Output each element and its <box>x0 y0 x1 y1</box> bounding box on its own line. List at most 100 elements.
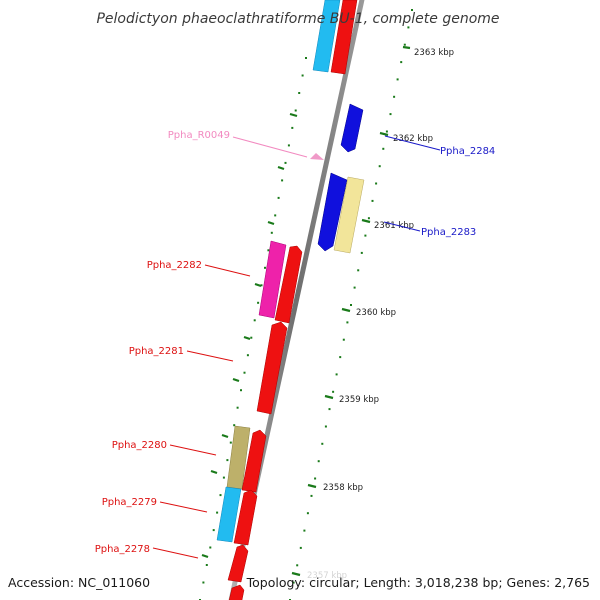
gene-feature-red[interactable] <box>233 489 258 546</box>
tick-dot <box>407 26 410 29</box>
tick-dot <box>364 234 367 237</box>
scale-label: 2361 kbp <box>374 221 414 231</box>
tick-dot <box>324 425 327 428</box>
tick-dot <box>306 512 309 515</box>
tick-dot <box>332 390 335 393</box>
scale-labels: 2363 kbp 2362 kbp 2361 kbp 2360 kbp 2359… <box>307 48 454 581</box>
gene-label-ppha-2278[interactable]: Ppha_2278 <box>95 544 150 555</box>
tick-dot <box>310 494 313 497</box>
scale-label: 2357 kbp <box>307 571 347 581</box>
tick-dot <box>375 182 378 185</box>
tick-dot <box>400 61 403 64</box>
gene-feature-ppha-2283-blue[interactable] <box>317 172 348 252</box>
tick-dot <box>253 319 256 322</box>
tick-dot <box>339 356 342 359</box>
gene-label-ppha-2279[interactable]: Ppha_2279 <box>102 497 157 508</box>
tick-dot <box>216 511 219 514</box>
tick-dot <box>301 74 304 77</box>
tick-dot <box>382 147 385 150</box>
tick-dot <box>292 581 295 584</box>
tick-dot <box>411 9 413 11</box>
tick-dot <box>222 476 225 479</box>
gene-label-ppha-r0049[interactable]: Ppha_R0049 <box>168 130 230 141</box>
tick-dot <box>305 57 307 59</box>
tick-dot <box>353 286 356 289</box>
tick-dot <box>403 43 406 46</box>
tick-dot <box>205 564 208 566</box>
gene-feature-ppha-2281[interactable] <box>256 321 288 415</box>
tick-dot <box>229 441 232 444</box>
gene-label-ppha-2281[interactable]: Ppha_2281 <box>129 346 184 357</box>
scale-label: 2360 kbp <box>356 308 396 318</box>
gene-labels[interactable]: Ppha_R0049 Ppha_2284 Ppha_2283 Ppha_2282… <box>95 130 496 555</box>
tick-dot <box>257 301 260 304</box>
tick-dot <box>396 78 399 81</box>
gene-feature-red[interactable] <box>274 245 303 324</box>
tick-dot <box>246 354 249 357</box>
gene-feature-red[interactable] <box>228 584 245 600</box>
scale-label: 2362 kbp <box>393 134 433 144</box>
gene-label-ppha-2282[interactable]: Ppha_2282 <box>147 260 202 271</box>
tick-dot <box>277 196 280 199</box>
scale-label: 2359 kbp <box>339 395 379 405</box>
label-leader-lines <box>152 135 441 559</box>
gene-label-ppha-2284[interactable]: Ppha_2284 <box>440 146 495 157</box>
gene-feature-ppha-r0049[interactable] <box>310 153 324 160</box>
gene-feature-ppha-2283[interactable] <box>333 176 365 254</box>
gene-feature-red[interactable] <box>330 0 358 75</box>
tick-dot <box>236 406 239 409</box>
tick-dot <box>209 546 212 549</box>
tick-dot <box>233 424 236 427</box>
tick-dot <box>385 130 388 133</box>
tick-dot <box>250 336 253 339</box>
tick-dot <box>243 371 246 374</box>
tick-dot <box>284 161 287 164</box>
inner-tick-marks <box>201 112 298 559</box>
tick-dot <box>226 459 229 462</box>
tick-dot <box>317 460 320 463</box>
tick-marks <box>291 45 411 577</box>
gene-label-ppha-2280[interactable]: Ppha_2280 <box>112 440 167 451</box>
tick-dot <box>342 338 345 341</box>
tick-dot <box>219 494 222 497</box>
tick-dot <box>321 442 324 445</box>
tick-dot <box>294 109 297 112</box>
tick-dot <box>202 581 205 584</box>
tick-dot <box>264 266 266 269</box>
tick-dot <box>212 529 215 532</box>
gene-feature-ppha-2282[interactable] <box>258 240 287 319</box>
gene-feature-red[interactable] <box>241 429 267 493</box>
scale-label: 2358 kbp <box>323 483 363 493</box>
tick-dot <box>371 199 374 202</box>
tick-dot <box>367 217 370 220</box>
tick-dot <box>378 165 381 168</box>
tick-dot <box>350 304 352 306</box>
tick-dot <box>299 546 302 549</box>
gene-feature-ppha-2278[interactable] <box>227 544 249 583</box>
tick-dot <box>240 389 242 392</box>
tick-dot <box>360 251 363 254</box>
tick-dot <box>281 179 284 182</box>
gene-feature-ppha-2279[interactable] <box>216 486 242 543</box>
tick-dot <box>346 321 349 324</box>
tick-dot <box>298 92 301 94</box>
tick-dot <box>260 284 263 287</box>
tick-dot <box>393 95 396 98</box>
gene-label-ppha-2283[interactable]: Ppha_2283 <box>421 227 476 238</box>
gene-feature-ppha-2284[interactable] <box>340 103 364 153</box>
gene-feature-cyan[interactable] <box>312 0 341 73</box>
tick-dot <box>267 249 270 252</box>
accession-label: Accession: NC_011060 <box>8 575 150 590</box>
gene-features[interactable] <box>216 0 365 600</box>
tick-dot <box>274 214 277 217</box>
tick-ring-dots <box>199 9 413 600</box>
tick-dot <box>389 113 392 116</box>
tick-dot <box>314 477 317 480</box>
topology-label: Topology: circular; Length: 3,018,238 bp… <box>246 575 590 590</box>
tick-dot <box>335 373 338 376</box>
tick-dot <box>303 529 306 532</box>
map-title: Pelodictyon phaeoclathratiforme BU-1, co… <box>96 11 499 27</box>
tick-dot <box>291 126 294 129</box>
